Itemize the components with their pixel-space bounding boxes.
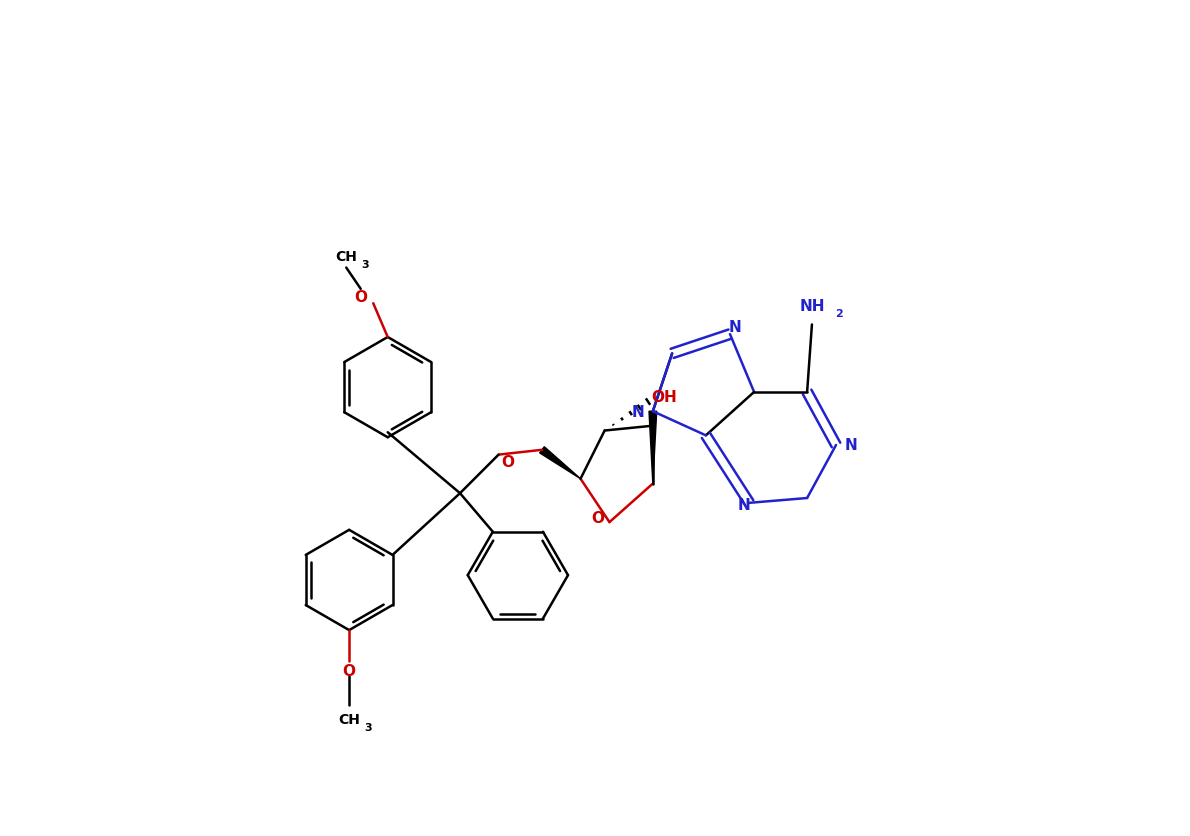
Text: O: O — [591, 510, 605, 525]
Text: O: O — [355, 289, 368, 304]
Text: 3: 3 — [362, 259, 369, 269]
Polygon shape — [649, 412, 657, 484]
Text: N: N — [844, 438, 857, 453]
Text: N: N — [738, 497, 751, 512]
Polygon shape — [539, 447, 581, 479]
Text: 2: 2 — [835, 308, 843, 319]
Text: OH: OH — [652, 390, 677, 405]
Text: 3: 3 — [364, 721, 372, 732]
Text: N: N — [728, 319, 741, 334]
Text: NH: NH — [800, 298, 825, 314]
Text: O: O — [343, 663, 356, 678]
Text: O: O — [502, 454, 515, 469]
Text: CH: CH — [338, 712, 361, 726]
Text: N: N — [632, 405, 645, 419]
Text: CH: CH — [336, 250, 357, 263]
